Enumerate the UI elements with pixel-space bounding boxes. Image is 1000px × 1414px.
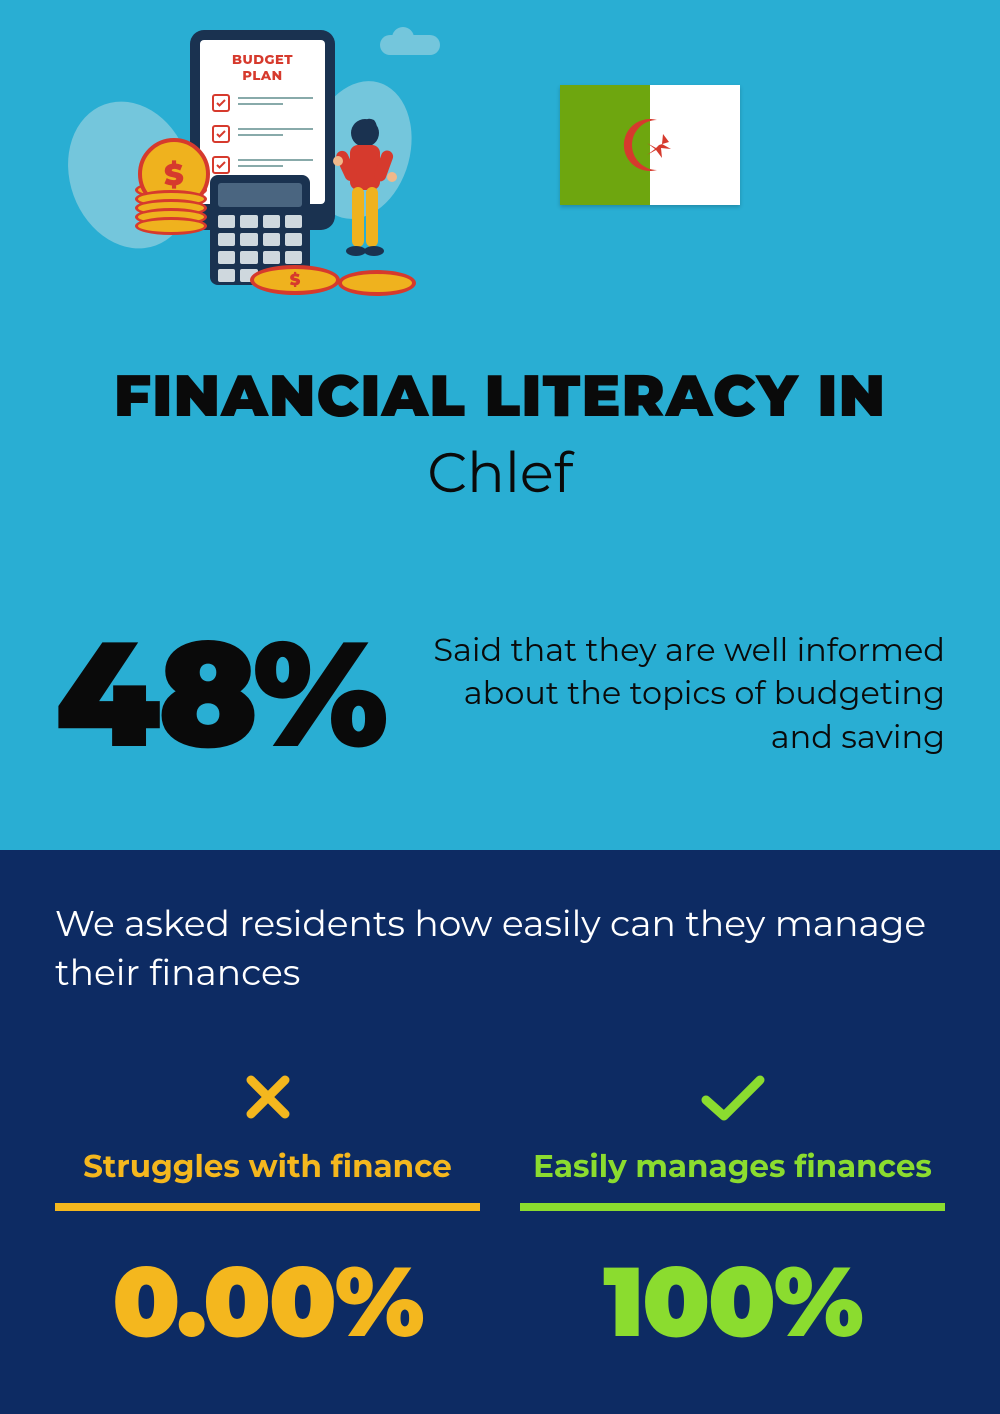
cloud-icon bbox=[380, 35, 440, 55]
struggles-value: 0.00% bbox=[55, 1241, 480, 1361]
divider bbox=[520, 1203, 945, 1211]
main-stat-percent: 48% bbox=[55, 620, 384, 768]
manages-value: 100% bbox=[520, 1241, 945, 1361]
budget-illustration: BUDGET PLAN bbox=[80, 20, 410, 300]
cross-icon bbox=[241, 1070, 295, 1124]
top-section: BUDGET PLAN bbox=[0, 0, 1000, 850]
check-icon bbox=[698, 1070, 768, 1124]
person-icon bbox=[330, 115, 400, 285]
struggles-label: Struggles with finance bbox=[55, 1147, 480, 1185]
page-title: FINANCIAL LITERACY IN bbox=[0, 360, 1000, 431]
flag-emblem-icon bbox=[615, 110, 685, 180]
coin-stack-icon: $ bbox=[135, 190, 207, 235]
result-columns: Struggles with finance 0.00% Easily mana… bbox=[55, 1067, 945, 1361]
main-stat: 48% Said that they are well informed abo… bbox=[55, 620, 945, 768]
divider bbox=[55, 1203, 480, 1211]
budget-plan-label: BUDGET PLAN bbox=[212, 52, 313, 84]
main-stat-description: Said that they are well informed about t… bbox=[414, 629, 945, 759]
manages-column: Easily manages finances 100% bbox=[520, 1067, 945, 1361]
coin-icon: $ bbox=[250, 265, 340, 295]
bottom-section: We asked residents how easily can they m… bbox=[0, 850, 1000, 1414]
manages-label: Easily manages finances bbox=[520, 1147, 945, 1185]
page-subtitle: Chlef bbox=[0, 439, 1000, 507]
struggles-column: Struggles with finance 0.00% bbox=[55, 1067, 480, 1361]
survey-question: We asked residents how easily can they m… bbox=[55, 900, 945, 997]
algeria-flag bbox=[560, 85, 740, 205]
title-block: FINANCIAL LITERACY IN Chlef bbox=[0, 360, 1000, 507]
